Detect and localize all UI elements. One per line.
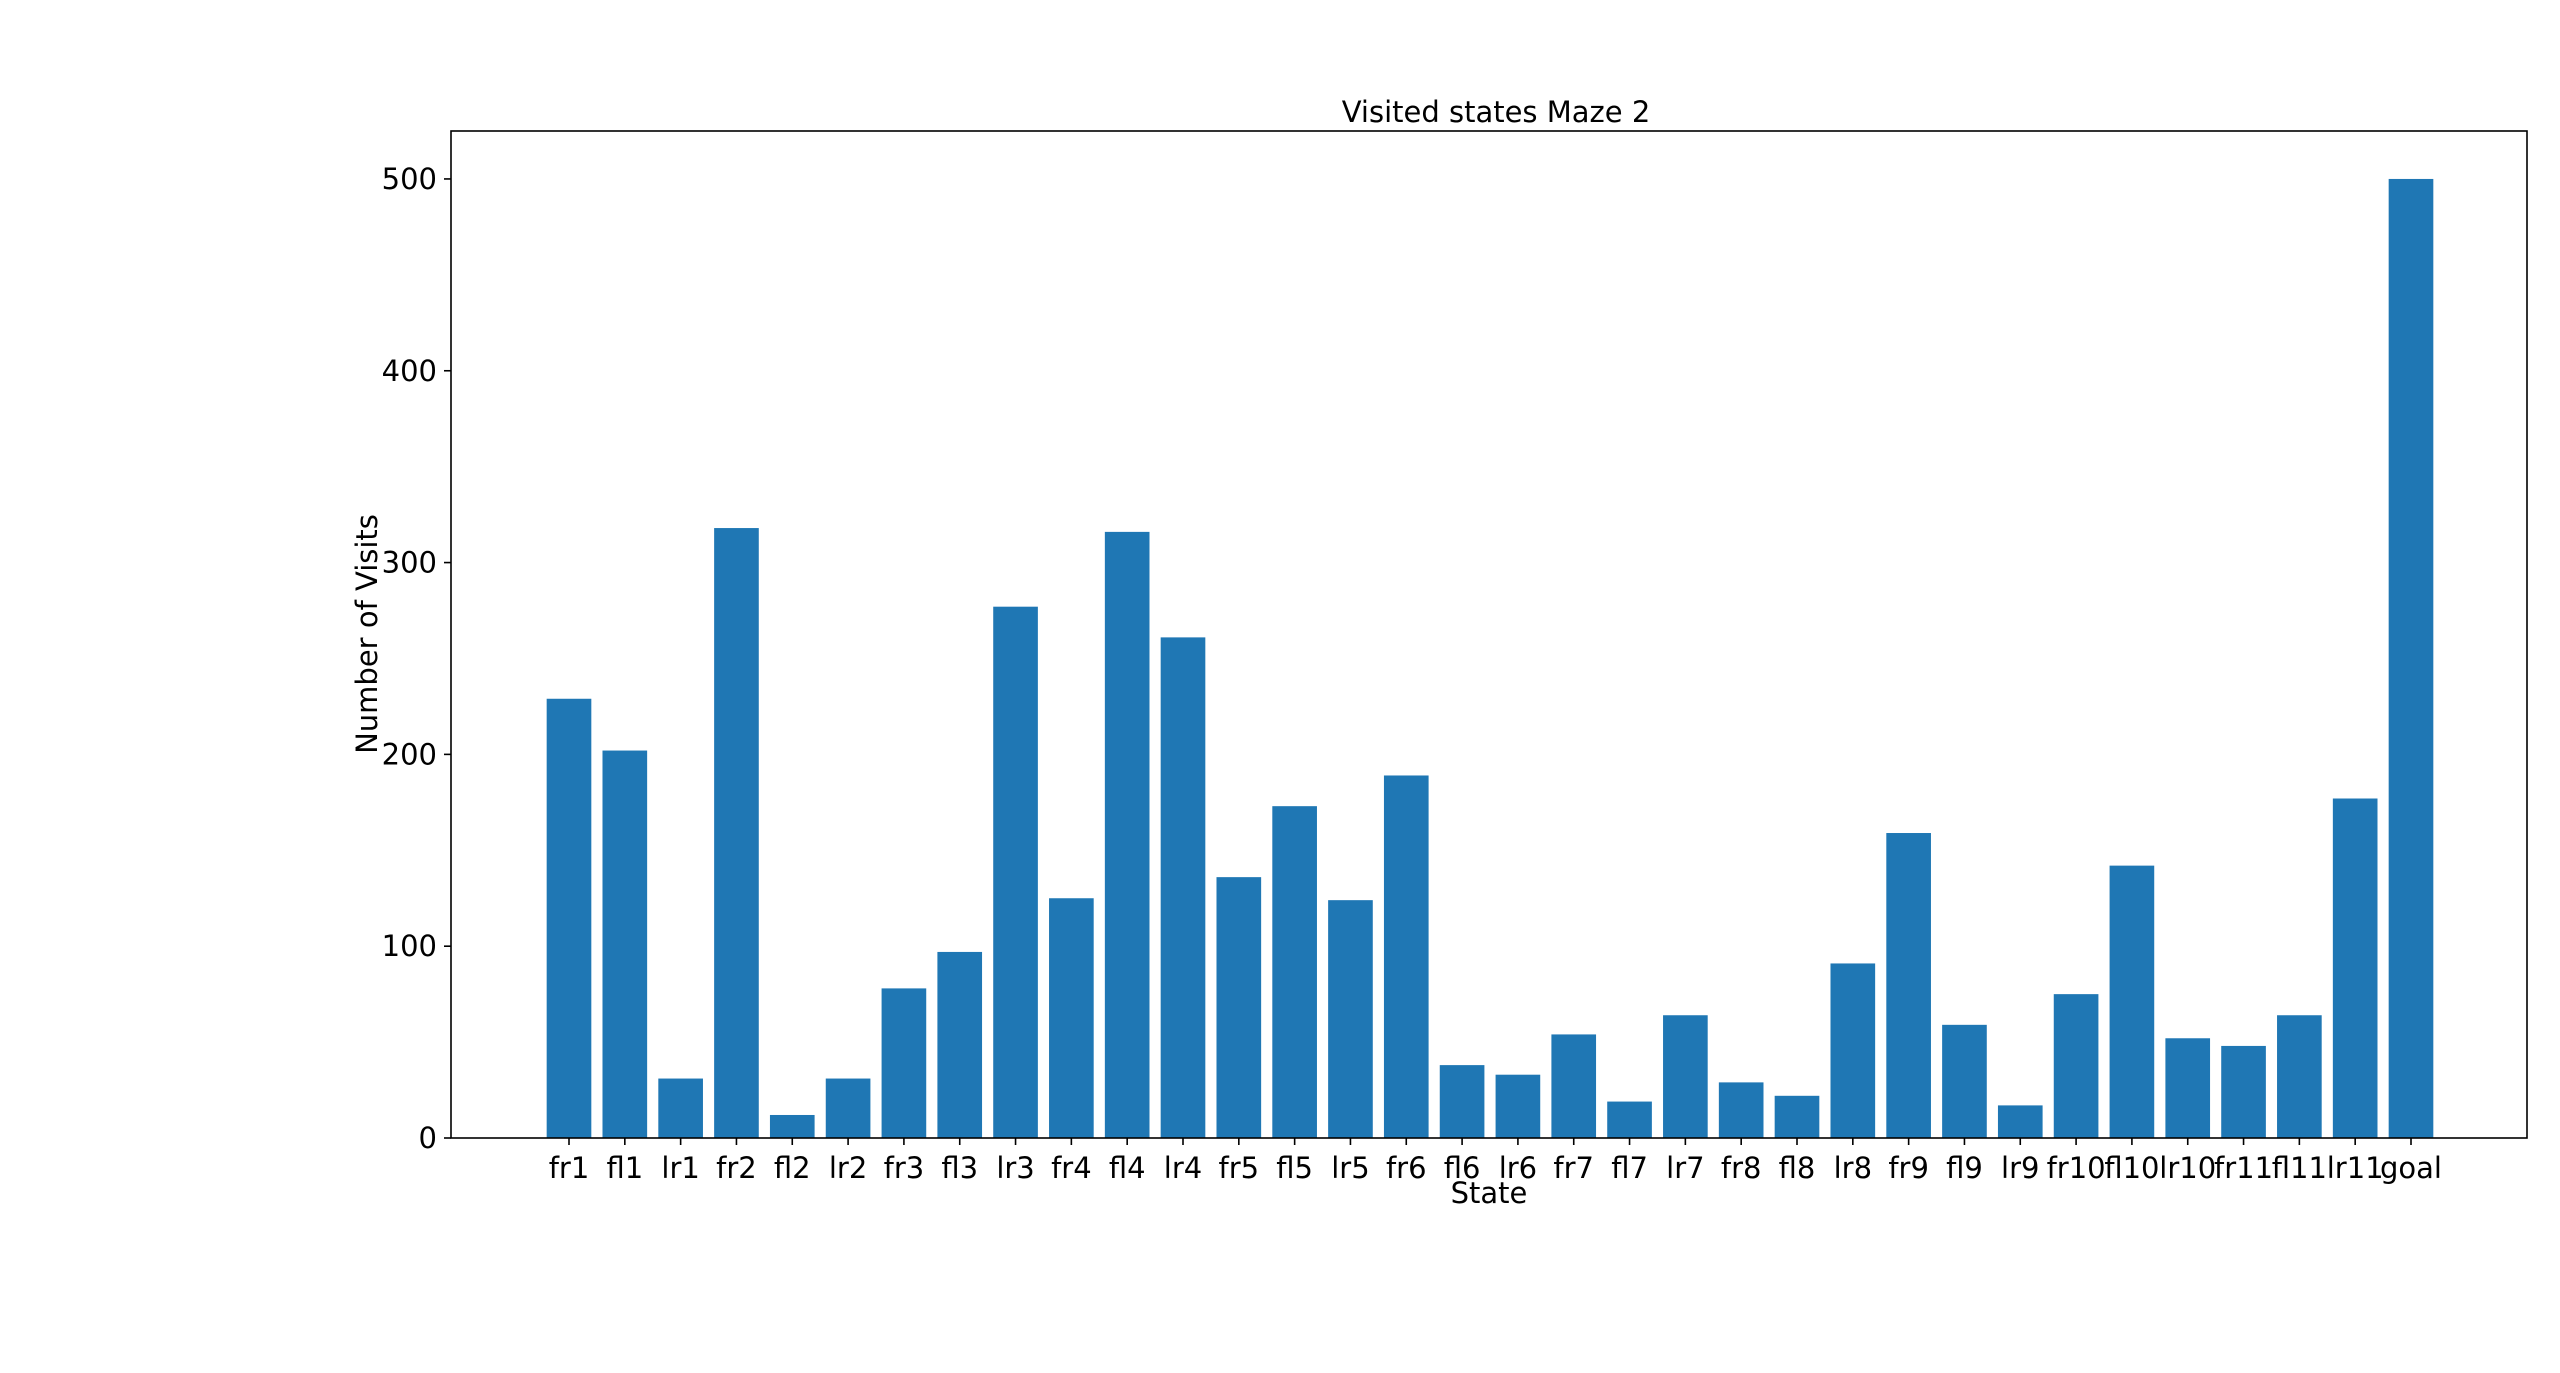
- x-tick-label-fr10: fr10: [2047, 1151, 2106, 1185]
- y-axis-label: Number of Visits: [350, 514, 384, 754]
- x-tick-label-fr3: fr3: [884, 1151, 925, 1185]
- x-tick-label-fl9: fl9: [1946, 1151, 1983, 1185]
- bar-fl11: [2277, 1015, 2322, 1138]
- x-tick-label-fr9: fr9: [1888, 1151, 1929, 1185]
- bar-fl8: [1774, 1095, 1820, 1138]
- x-tick-label-fl4: fl4: [1109, 1151, 1146, 1185]
- x-tick-label-lr6: lr6: [1499, 1151, 1537, 1185]
- bar-fr5: [1216, 877, 1262, 1138]
- x-tick-label-goal: goal: [2380, 1151, 2442, 1185]
- bar-lr10: [2165, 1038, 2211, 1138]
- bar-goal: [2388, 178, 2434, 1138]
- y-tick-label-200: 200: [382, 737, 437, 771]
- bar-fr1: [546, 698, 592, 1138]
- x-tick-label-fr2: fr2: [716, 1151, 757, 1185]
- y-tick-label-300: 300: [382, 546, 437, 580]
- x-tick-label-fl2: fl2: [774, 1151, 811, 1185]
- bar-lr1: [658, 1078, 703, 1138]
- x-tick-label-lr3: lr3: [996, 1151, 1034, 1185]
- x-tick-label-fr7: fr7: [1553, 1151, 1594, 1185]
- x-tick-label-fr6: fr6: [1386, 1151, 1427, 1185]
- x-tick-label-lr11: lr11: [2327, 1151, 2384, 1185]
- x-tick-label-fr1: fr1: [549, 1151, 590, 1185]
- chart-title: Visited states Maze 2: [1342, 95, 1651, 129]
- bar-fr8: [1718, 1082, 1764, 1138]
- x-tick-label-fr11: fr11: [2214, 1151, 2273, 1185]
- x-tick-label-fl3: fl3: [941, 1151, 978, 1185]
- x-tick-label-fl8: fl8: [1779, 1151, 1816, 1185]
- x-tick-label-lr10: lr10: [2159, 1151, 2216, 1185]
- x-tick-label-lr7: lr7: [1666, 1151, 1704, 1185]
- x-tick-label-lr8: lr8: [1834, 1151, 1872, 1185]
- bar-fl2: [769, 1114, 815, 1138]
- x-tick-label-fr8: fr8: [1721, 1151, 1762, 1185]
- bar-fr9: [1886, 833, 1931, 1138]
- x-tick-label-fl6: fl6: [1444, 1151, 1481, 1185]
- bar-lr5: [1328, 900, 1373, 1138]
- bar-fl4: [1104, 531, 1150, 1138]
- x-tick-label-lr2: lr2: [829, 1151, 867, 1185]
- bars-layer: [546, 178, 2434, 1138]
- x-tick-label-lr5: lr5: [1331, 1151, 1369, 1185]
- y-axis: 0 100 200 300 400 500: [382, 162, 451, 1155]
- bar-lr7: [1663, 1015, 1708, 1138]
- bar-fl9: [1942, 1024, 1987, 1138]
- x-tick-label-fl7: fl7: [1611, 1151, 1648, 1185]
- y-tick-label-500: 500: [382, 162, 437, 196]
- bar-fl3: [937, 951, 983, 1138]
- bar-lr3: [993, 606, 1038, 1138]
- x-axis-label: State: [1451, 1176, 1528, 1210]
- y-tick-label-100: 100: [382, 929, 437, 963]
- bar-fr7: [1551, 1034, 1597, 1138]
- x-tick-label-lr4: lr4: [1164, 1151, 1202, 1185]
- bar-fr4: [1049, 898, 1094, 1138]
- bar-fl10: [2109, 865, 2155, 1138]
- x-tick-label-fl10: fl10: [2104, 1151, 2159, 1185]
- x-tick-label-fl1: fl1: [606, 1151, 643, 1185]
- bar-lr8: [1830, 963, 1876, 1138]
- x-tick-label-fl5: fl5: [1276, 1151, 1313, 1185]
- bar-lr2: [825, 1078, 871, 1138]
- y-tick-label-400: 400: [382, 354, 437, 388]
- plot-frame: [450, 130, 2528, 1139]
- x-tick-label-lr1: lr1: [661, 1151, 699, 1185]
- bar-fr10: [2053, 994, 2099, 1138]
- bar-lr6: [1495, 1074, 1541, 1138]
- x-tick-label-fr5: fr5: [1219, 1151, 1260, 1185]
- bar-fr11: [2221, 1045, 2266, 1138]
- bar-lr11: [2332, 798, 2378, 1138]
- x-tick-label-fl11: fl11: [2272, 1151, 2327, 1185]
- bar-lr9: [1997, 1105, 2043, 1138]
- bar-lr4: [1160, 637, 1206, 1138]
- x-tick-label-lr9: lr9: [2001, 1151, 2039, 1185]
- y-tick-label-0: 0: [419, 1121, 437, 1155]
- bar-fl6: [1439, 1065, 1485, 1138]
- bar-fr3: [881, 988, 927, 1138]
- bar-fr2: [714, 528, 759, 1138]
- bar-fl7: [1607, 1101, 1652, 1138]
- x-axis: fr1 fl1 lr1 fr2 fl2 lr2 fr3 fl3 lr3 fr4 fl4 lr4 fr5 f…: [549, 1138, 2442, 1185]
- x-tick-label-fr4: fr4: [1051, 1151, 1092, 1185]
- bar-fl1: [602, 750, 648, 1138]
- bar-fl5: [1272, 806, 1317, 1138]
- bar-fr6: [1383, 775, 1429, 1138]
